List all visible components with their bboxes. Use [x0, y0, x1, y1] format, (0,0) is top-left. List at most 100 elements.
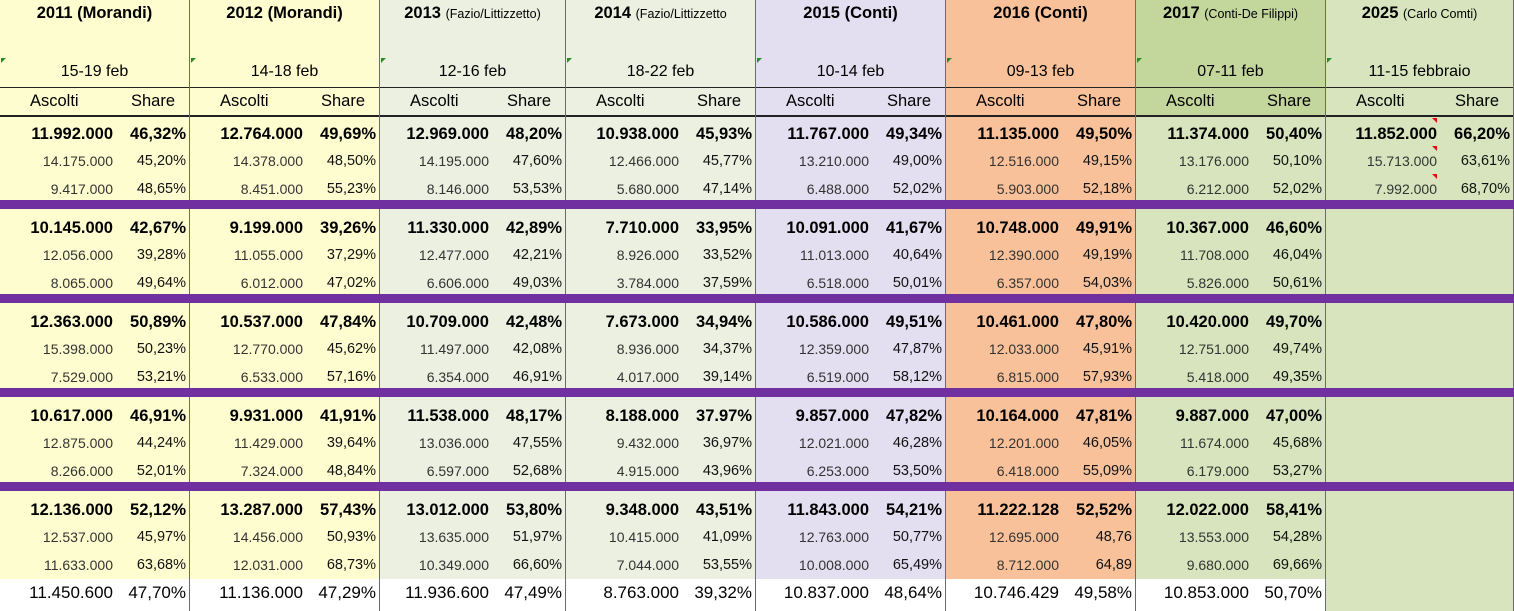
night-part-row[interactable]: 12.751.000 49,74%: [1136, 336, 1325, 364]
night-part-row[interactable]: 5.680.000 47,14%: [566, 176, 755, 204]
night-part-row[interactable]: 13.210.000 49,00%: [756, 148, 945, 176]
night-summary-row[interactable]: 9.199.000 39,26%: [190, 214, 379, 242]
night-part-row[interactable]: 6.212.000 52,02%: [1136, 176, 1325, 204]
night-summary-row[interactable]: 9.348.000 43,51%: [566, 496, 755, 524]
night-part-row[interactable]: 10.008.000 65,49%: [756, 552, 945, 580]
night-part-row[interactable]: 12.466.000 45,77%: [566, 148, 755, 176]
night-summary-row[interactable]: 11.767.000 49,34%: [756, 120, 945, 148]
night-part-row[interactable]: 11.429.000 39,64%: [190, 430, 379, 458]
night-summary-row[interactable]: 8.188.000 37.97%: [566, 402, 755, 430]
night-summary-row[interactable]: 9.887.000 47,00%: [1136, 402, 1325, 430]
average-total-row[interactable]: 10.746.429 49,58%: [946, 579, 1135, 611]
night-part-row[interactable]: 7.529.000 53,21%: [0, 364, 189, 392]
night-part-row[interactable]: 4.915.000 43,96%: [566, 458, 755, 486]
night-part-row[interactable]: 8.926.000 33,52%: [566, 242, 755, 270]
night-summary-row[interactable]: 7.710.000 33,95%: [566, 214, 755, 242]
night-part-row[interactable]: 4.017.000 39,14%: [566, 364, 755, 392]
night-summary-row[interactable]: 11.330.000 42,89%: [380, 214, 565, 242]
night-part-row[interactable]: 5.418.000 49,35%: [1136, 364, 1325, 392]
night-summary-row[interactable]: 12.022.000 58,41%: [1136, 496, 1325, 524]
night-part-row[interactable]: 5.903.000 52,18%: [946, 176, 1135, 204]
night-part-row[interactable]: 7.324.000 48,84%: [190, 458, 379, 486]
night-summary-row[interactable]: 10.420.000 49,70%: [1136, 308, 1325, 336]
night-part-row[interactable]: 11.055.000 37,29%: [190, 242, 379, 270]
night-part-row[interactable]: 15.713.000 63,61%: [1326, 146, 1513, 176]
night-summary-row[interactable]: 11.135.000 49,50%: [946, 120, 1135, 148]
night-summary-row[interactable]: 13.287.000 57,43%: [190, 496, 379, 524]
average-total-row[interactable]: 11.136.000 47,29%: [190, 579, 379, 611]
night-summary-row[interactable]: 11.852.000 66,20%: [1326, 118, 1513, 148]
night-part-row[interactable]: 12.390.000 49,19%: [946, 242, 1135, 270]
night-part-row[interactable]: 6.533.000 57,16%: [190, 364, 379, 392]
night-part-row[interactable]: 15.398.000 50,23%: [0, 336, 189, 364]
night-summary-row[interactable]: 10.938.000 45,93%: [566, 120, 755, 148]
night-part-row[interactable]: 6.518.000 50,01%: [756, 270, 945, 298]
night-summary-row[interactable]: 9.931.000 41,91%: [190, 402, 379, 430]
night-part-row[interactable]: 12.516.000 49,15%: [946, 148, 1135, 176]
night-part-row[interactable]: 11.497.000 42,08%: [380, 336, 565, 364]
night-summary-row[interactable]: 10.537.000 47,84%: [190, 308, 379, 336]
night-part-row[interactable]: 3.784.000 37,59%: [566, 270, 755, 298]
night-part-row[interactable]: 14.195.000 47,60%: [380, 148, 565, 176]
night-part-row[interactable]: 6.354.000 46,91%: [380, 364, 565, 392]
night-part-row[interactable]: 12.477.000 42,21%: [380, 242, 565, 270]
night-part-row[interactable]: 10.415.000 41,09%: [566, 524, 755, 552]
night-part-row[interactable]: 6.519.000 58,12%: [756, 364, 945, 392]
night-part-row[interactable]: 12.763.000 50,77%: [756, 524, 945, 552]
night-part-row[interactable]: 12.021.000 46,28%: [756, 430, 945, 458]
night-part-row[interactable]: 6.606.000 49,03%: [380, 270, 565, 298]
night-part-row[interactable]: 5.826.000 50,61%: [1136, 270, 1325, 298]
night-part-row[interactable]: 6.357.000 54,03%: [946, 270, 1135, 298]
average-total-row[interactable]: 11.936.600 47,49%: [380, 579, 565, 611]
night-summary-row[interactable]: 12.136.000 52,12%: [0, 496, 189, 524]
night-part-row[interactable]: 13.036.000 47,55%: [380, 430, 565, 458]
night-summary-row[interactable]: 10.145.000 42,67%: [0, 214, 189, 242]
night-part-row[interactable]: 6.418.000 55,09%: [946, 458, 1135, 486]
night-summary-row[interactable]: 11.222.128 52,52%: [946, 496, 1135, 524]
night-summary-row[interactable]: 12.969.000 48,20%: [380, 120, 565, 148]
night-part-row[interactable]: 14.378.000 48,50%: [190, 148, 379, 176]
night-part-row[interactable]: 7.992.000 68,70%: [1326, 174, 1513, 204]
night-part-row[interactable]: 6.253.000 53,50%: [756, 458, 945, 486]
night-part-row[interactable]: 8.712.000 64,89: [946, 552, 1135, 580]
night-part-row[interactable]: 6.179.000 53,27%: [1136, 458, 1325, 486]
night-summary-row[interactable]: 10.091.000 41,67%: [756, 214, 945, 242]
night-summary-row[interactable]: 12.764.000 49,69%: [190, 120, 379, 148]
night-part-row[interactable]: 12.201.000 46,05%: [946, 430, 1135, 458]
night-part-row[interactable]: 12.033.000 45,91%: [946, 336, 1135, 364]
average-total-row[interactable]: [1326, 579, 1513, 611]
night-part-row[interactable]: 13.176.000 50,10%: [1136, 148, 1325, 176]
night-summary-row[interactable]: 11.992.000 46,32%: [0, 120, 189, 148]
night-part-row[interactable]: 12.031.000 68,73%: [190, 552, 379, 580]
night-part-row[interactable]: 6.012.000 47,02%: [190, 270, 379, 298]
night-part-row[interactable]: 8.146.000 53,53%: [380, 176, 565, 204]
night-part-row[interactable]: 8.266.000 52,01%: [0, 458, 189, 486]
night-part-row[interactable]: 6.488.000 52,02%: [756, 176, 945, 204]
night-part-row[interactable]: 12.056.000 39,28%: [0, 242, 189, 270]
average-total-row[interactable]: 10.837.000 48,64%: [756, 579, 945, 611]
night-summary-row[interactable]: 10.164.000 47,81%: [946, 402, 1135, 430]
night-part-row[interactable]: 8.936.000 34,37%: [566, 336, 755, 364]
night-part-row[interactable]: 6.815.000 57,93%: [946, 364, 1135, 392]
night-summary-row[interactable]: 10.461.000 47,80%: [946, 308, 1135, 336]
night-part-row[interactable]: 12.770.000 45,62%: [190, 336, 379, 364]
night-part-row[interactable]: 7.044.000 53,55%: [566, 552, 755, 580]
night-summary-row[interactable]: 10.367.000 46,60%: [1136, 214, 1325, 242]
night-summary-row[interactable]: 11.843.000 54,21%: [756, 496, 945, 524]
average-total-row[interactable]: 10.853.000 50,70%: [1136, 579, 1325, 611]
night-summary-row[interactable]: 13.012.000 53,80%: [380, 496, 565, 524]
night-part-row[interactable]: 9.432.000 36,97%: [566, 430, 755, 458]
night-summary-row[interactable]: 12.363.000 50,89%: [0, 308, 189, 336]
night-part-row[interactable]: 8.451.000 55,23%: [190, 176, 379, 204]
night-summary-row[interactable]: 10.748.000 49,91%: [946, 214, 1135, 242]
night-part-row[interactable]: 10.349.000 66,60%: [380, 552, 565, 580]
night-part-row[interactable]: 14.175.000 45,20%: [0, 148, 189, 176]
night-summary-row[interactable]: 7.673.000 34,94%: [566, 308, 755, 336]
night-summary-row[interactable]: 10.709.000 42,48%: [380, 308, 565, 336]
night-part-row[interactable]: 14.456.000 50,93%: [190, 524, 379, 552]
night-summary-row[interactable]: 11.538.000 48,17%: [380, 402, 565, 430]
night-part-row[interactable]: 11.013.000 40,64%: [756, 242, 945, 270]
night-summary-row[interactable]: 11.374.000 50,40%: [1136, 120, 1325, 148]
night-part-row[interactable]: 13.635.000 51,97%: [380, 524, 565, 552]
average-total-row[interactable]: 11.450.600 47,70%: [0, 579, 189, 611]
